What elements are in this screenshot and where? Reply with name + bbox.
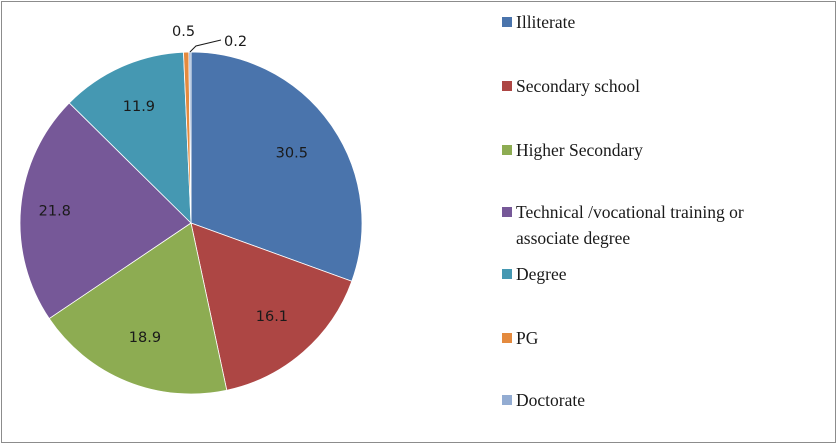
pie-slices xyxy=(19,51,363,395)
legend-swatch-higher-secondary xyxy=(502,145,512,155)
data-label-secondary-school: 16.1 xyxy=(256,309,288,325)
legend-label-higher-secondary: Higher Secondary xyxy=(516,140,643,160)
legend-label-illiterate: Illiterate xyxy=(516,12,576,32)
legend-label-technical-vocational-training-or-associate-degree-line-1: Technical /vocational training or xyxy=(516,202,744,222)
legend-label-pg: PG xyxy=(516,328,539,348)
data-label-technical-vocational-training-or-associate-degree: 21.8 xyxy=(39,203,71,219)
legend: Illiterate Secondary school Higher Seconda… xyxy=(502,12,744,410)
legend-label-degree: Degree xyxy=(516,264,567,284)
pie-slice-technical-vocational-training-or-associate-degree xyxy=(19,102,192,320)
data-label-doctorate: 0.2 xyxy=(224,34,247,50)
legend-swatch-degree xyxy=(502,269,512,279)
pie-slice-degree xyxy=(68,51,192,224)
pie-slice-secondary-school xyxy=(190,222,353,391)
data-label-pg: 0.5 xyxy=(172,24,195,40)
pie-data-labels: 30.5 16.1 18.9 21.8 11.9 0.5 0.2 xyxy=(39,24,308,346)
leader-line-doctorate xyxy=(189,39,222,53)
data-label-higher-secondary: 18.9 xyxy=(129,330,161,346)
legend-swatch-doctorate xyxy=(502,395,512,405)
legend-swatch-secondary-school xyxy=(502,81,512,91)
legend-label-doctorate: Doctorate xyxy=(516,390,585,410)
legend-swatch-pg xyxy=(502,333,512,343)
legend-label-technical-vocational-training-or-associate-degree-line-2: associate degree xyxy=(516,228,630,248)
legend-swatch-technical-vocational-training-or-associate-degree xyxy=(502,207,512,217)
pie-slice-illiterate xyxy=(190,51,363,282)
legend-swatch-illiterate xyxy=(502,17,512,27)
data-label-illiterate: 30.5 xyxy=(276,145,308,161)
data-label-degree: 11.9 xyxy=(123,99,155,115)
pie-slice-higher-secondary xyxy=(48,222,228,395)
legend-label-secondary-school: Secondary school xyxy=(516,76,640,96)
